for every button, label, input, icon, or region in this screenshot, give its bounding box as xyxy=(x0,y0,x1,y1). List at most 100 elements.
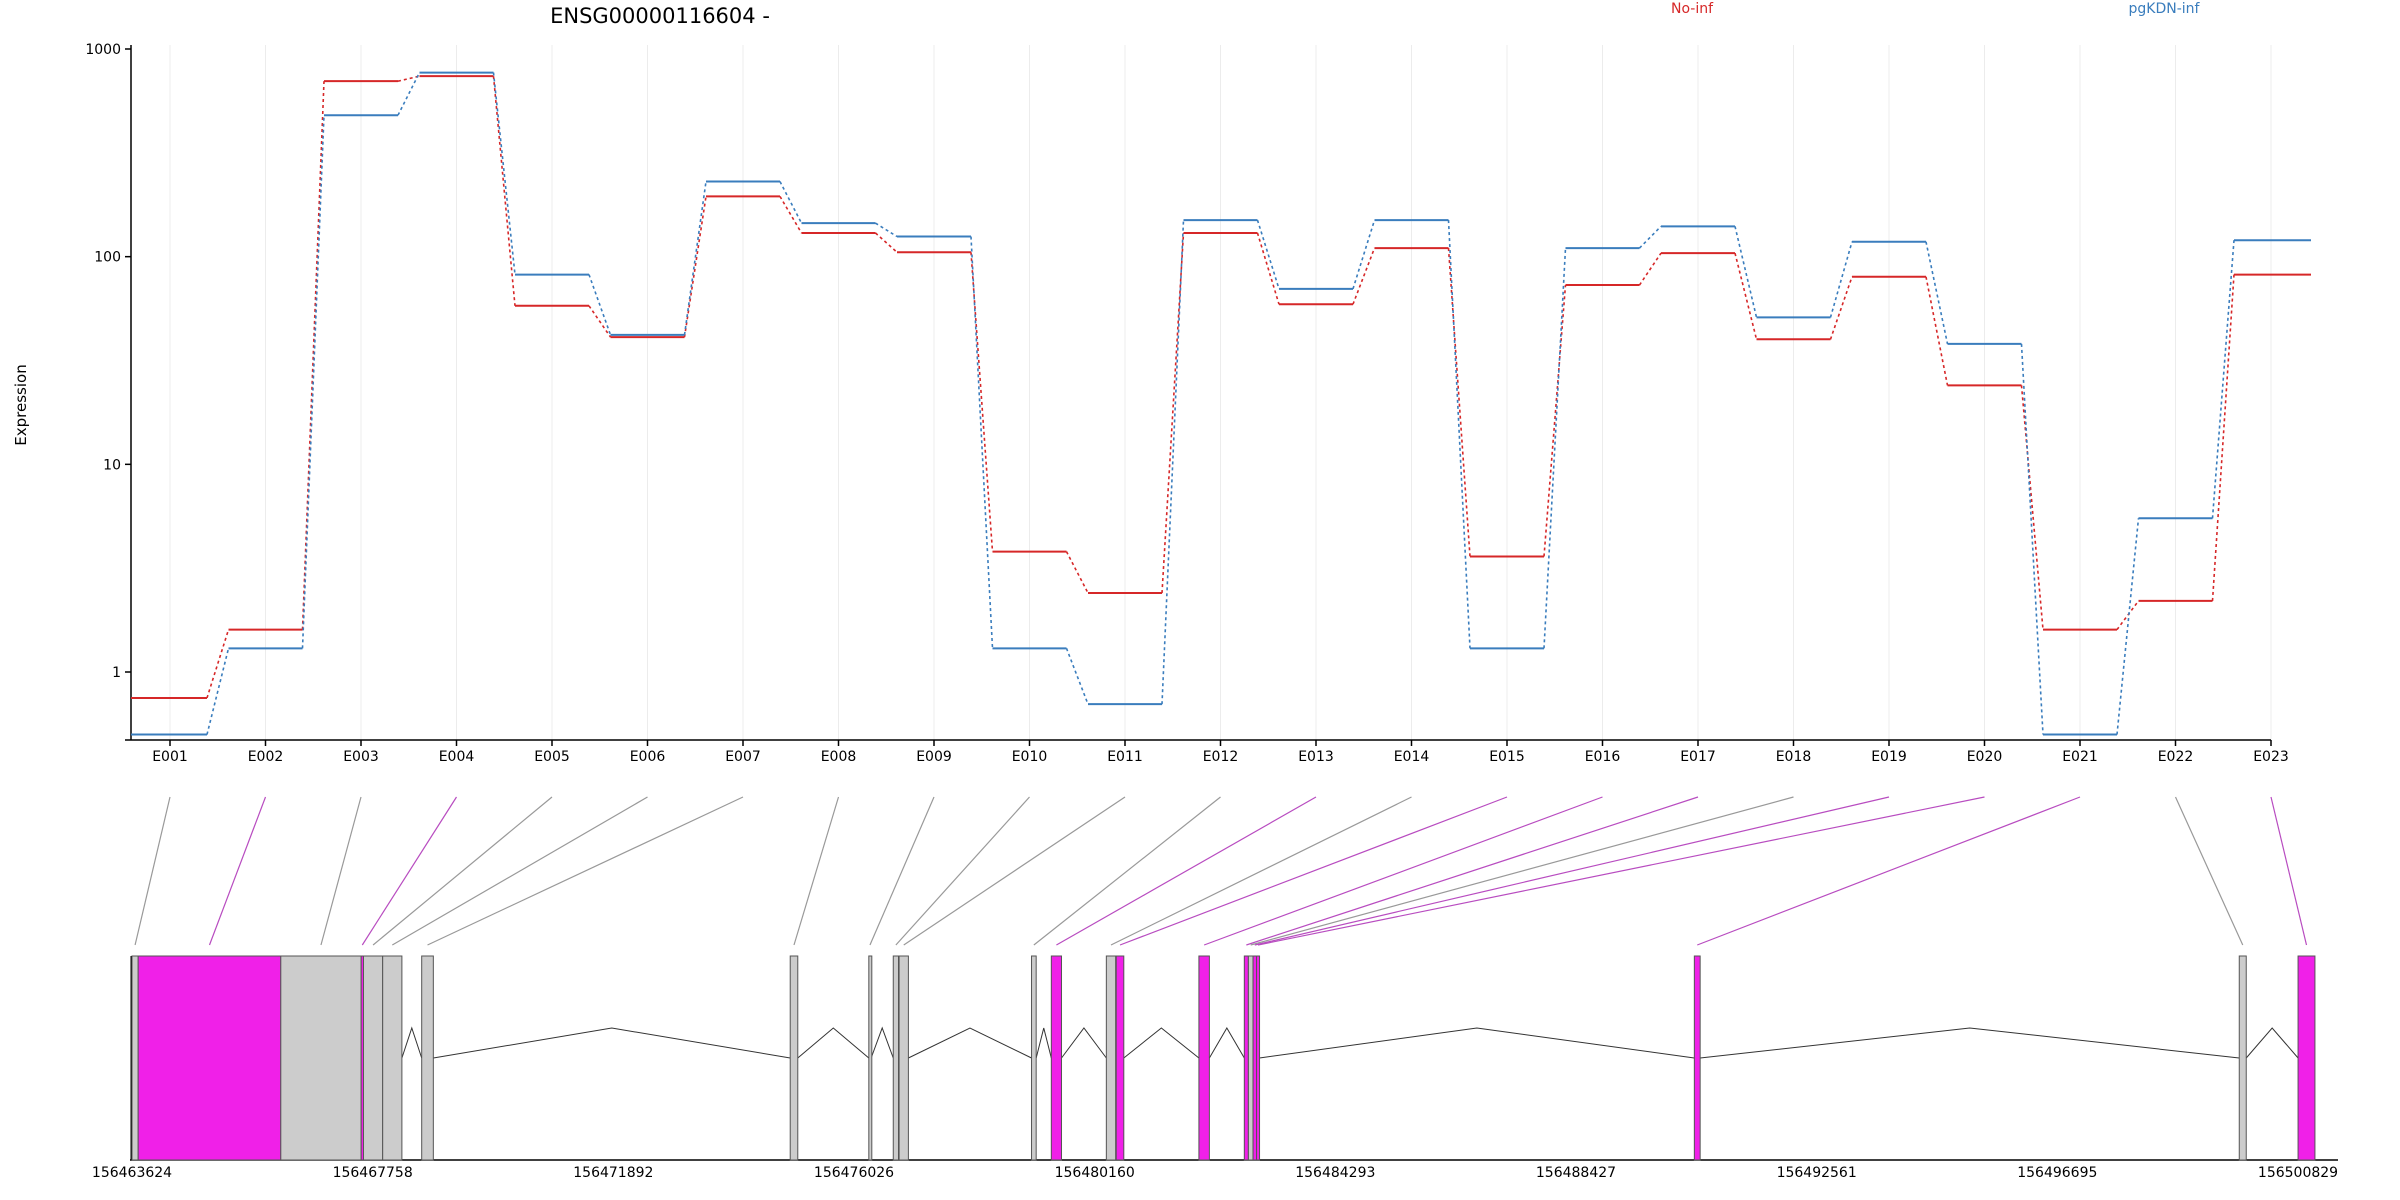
series-connector xyxy=(874,232,898,253)
x-tick-label-E015: E015 xyxy=(1489,749,1525,765)
genomic-position-label: 156463624 xyxy=(92,1165,172,1181)
series-connector xyxy=(397,75,420,82)
exon-connector-E001 xyxy=(134,796,171,946)
intron-connector xyxy=(908,1027,1032,1059)
x-tick-label-E009: E009 xyxy=(916,749,952,765)
series-connector xyxy=(397,72,421,116)
exon-box-E019 xyxy=(1252,955,1258,1161)
series-connector xyxy=(1256,232,1280,305)
x-tick-label-E022: E022 xyxy=(2158,749,2194,765)
intron-connector xyxy=(401,1026,423,1059)
series-connector xyxy=(588,274,612,336)
x-tick-label-E003: E003 xyxy=(343,749,379,765)
series-connector xyxy=(301,115,325,649)
exon-connector-E012 xyxy=(1033,796,1221,946)
exon-box-E023 xyxy=(2297,955,2316,1161)
series-connector xyxy=(1925,241,1949,345)
intron-connector xyxy=(2245,1027,2299,1059)
genomic-position-label: 156488427 xyxy=(1536,1165,1616,1181)
y-axis-label: Expression xyxy=(12,364,30,445)
genomic-position-label: 156484293 xyxy=(1295,1165,1375,1181)
series-connector xyxy=(1065,551,1089,594)
series-connector xyxy=(1543,248,1567,649)
series-connector xyxy=(1829,276,1853,340)
series-connector xyxy=(779,196,803,234)
series-connector xyxy=(2020,343,2044,735)
series-connector xyxy=(206,648,230,735)
y-tick-label: 100 xyxy=(94,250,121,266)
exon-connector-E018 xyxy=(1250,796,1794,946)
series-connector xyxy=(2211,274,2235,601)
exon-box-E018 xyxy=(1247,955,1254,1161)
series-connector xyxy=(301,81,325,630)
intron-connector xyxy=(1259,1027,1695,1059)
grid-lines xyxy=(169,45,2272,740)
exon-connector-E020 xyxy=(1257,796,1985,946)
genomic-position-label: 156500829 xyxy=(2258,1165,2338,1181)
y-tick-label: 1000 xyxy=(85,42,121,58)
x-tick-label-E005: E005 xyxy=(534,749,570,765)
x-tick-label-E007: E007 xyxy=(725,749,761,765)
series-connector xyxy=(1161,220,1185,705)
x-tick-label-E014: E014 xyxy=(1394,749,1430,765)
series-pgKDN-inf xyxy=(131,71,2311,736)
exon-box-E016 xyxy=(1198,955,1210,1161)
exon-connector-E022 xyxy=(2174,796,2244,946)
intron-connector xyxy=(1208,1027,1245,1059)
series-connector xyxy=(970,252,994,552)
series-connector xyxy=(1065,648,1089,705)
exon-box-E001 xyxy=(131,955,139,1161)
x-tick-label-E018: E018 xyxy=(1776,749,1812,765)
exon-connector-E015 xyxy=(1119,796,1508,946)
series-connector xyxy=(588,305,612,338)
series-connector xyxy=(683,181,707,336)
exon-box-E015 xyxy=(1115,955,1125,1161)
x-tick-label-E019: E019 xyxy=(1871,749,1907,765)
exon-boxes xyxy=(131,955,2316,1161)
exon-connector-E016 xyxy=(1203,796,1603,946)
series-No-inf xyxy=(131,75,2311,699)
exon-box-E012 xyxy=(1031,955,1037,1161)
series-connector xyxy=(1352,219,1376,290)
exon-connector-E019 xyxy=(1254,796,1890,946)
exon-connector-E010 xyxy=(895,796,1030,946)
x-tick-label-E023: E023 xyxy=(2253,749,2289,765)
legend-label-pgkdn-inf: pgKDN-inf xyxy=(2129,1,2201,17)
exon-connector-E006 xyxy=(391,796,648,946)
genomic-position-label: 156476026 xyxy=(814,1165,894,1181)
exon-box-E006 xyxy=(382,955,403,1161)
x-tick-label-E010: E010 xyxy=(1012,749,1048,765)
genomic-position-label: 156480160 xyxy=(1055,1165,1135,1181)
series-connector xyxy=(1161,232,1185,594)
introns xyxy=(401,1026,2299,1059)
exon-box-E021 xyxy=(1693,955,1701,1161)
exon-box-E010 xyxy=(892,955,899,1161)
x-tick-label-E011: E011 xyxy=(1107,749,1143,765)
intron-connector xyxy=(870,1026,894,1059)
exon-box-E003 xyxy=(280,955,362,1161)
exon-connector-E007 xyxy=(427,796,744,946)
x-tick-label-E001: E001 xyxy=(152,749,188,765)
intron-connector xyxy=(1123,1027,1200,1059)
series-connector xyxy=(1638,225,1662,249)
genomic-position-label: 156496695 xyxy=(2017,1165,2097,1181)
exon-connector-E021 xyxy=(1697,796,2081,946)
genomic-position-label: 156492561 xyxy=(1777,1165,1857,1181)
exon-connector-E013 xyxy=(1056,796,1317,946)
y-tick-label: 1 xyxy=(112,665,121,681)
x-tick-label-E017: E017 xyxy=(1680,749,1716,765)
exon-box-E014 xyxy=(1105,955,1117,1161)
x-tick-label-E016: E016 xyxy=(1585,749,1621,765)
exon-box-E005 xyxy=(362,955,384,1161)
exon-connector-E004 xyxy=(361,796,458,946)
exon-connector-E003 xyxy=(320,796,362,946)
series-connector xyxy=(970,236,994,649)
exon-connector-E009 xyxy=(869,796,935,946)
exon-box-E007 xyxy=(421,955,434,1161)
series-connector xyxy=(779,181,803,224)
x-tick-label-E006: E006 xyxy=(630,749,666,765)
series-connector xyxy=(875,222,898,238)
exon-connector-E002 xyxy=(208,796,267,946)
series-connector xyxy=(2020,385,2044,630)
